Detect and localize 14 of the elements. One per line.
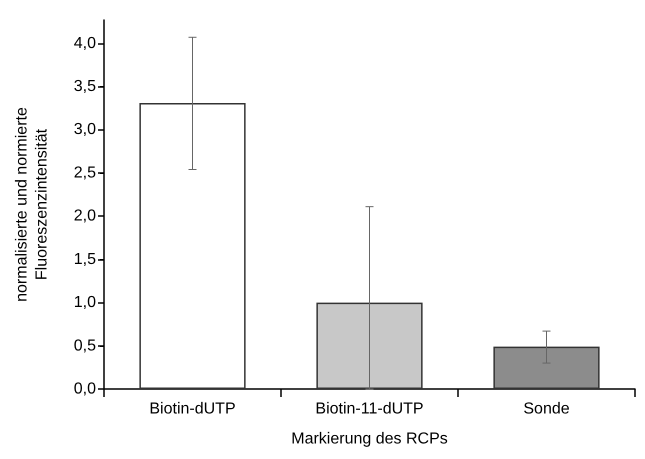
y-tick-label: 1,0 [74,294,96,312]
y-tick-label: 4,0 [74,34,96,52]
y-tick-label: 2,0 [74,208,96,225]
x-tick-label: Sonde [523,400,570,418]
x-tick-label: Biotin-11-dUTP [315,400,424,418]
y-tick-label: 0,5 [74,337,96,354]
y-axis-title: normalisierte und normierte Fluoreszenzintensität [14,107,50,302]
x-tick-label: Biotin-dUTP [149,400,236,418]
x-axis-title: Markierung des RCPs [291,430,448,448]
y-tick-label: 1,5 [74,250,96,268]
y-tick-label: 0,0 [74,380,96,398]
y-tick-label: 3,5 [74,78,96,96]
y-tick-label: 2,5 [74,164,96,182]
y-tick-label: 3,0 [74,121,96,138]
